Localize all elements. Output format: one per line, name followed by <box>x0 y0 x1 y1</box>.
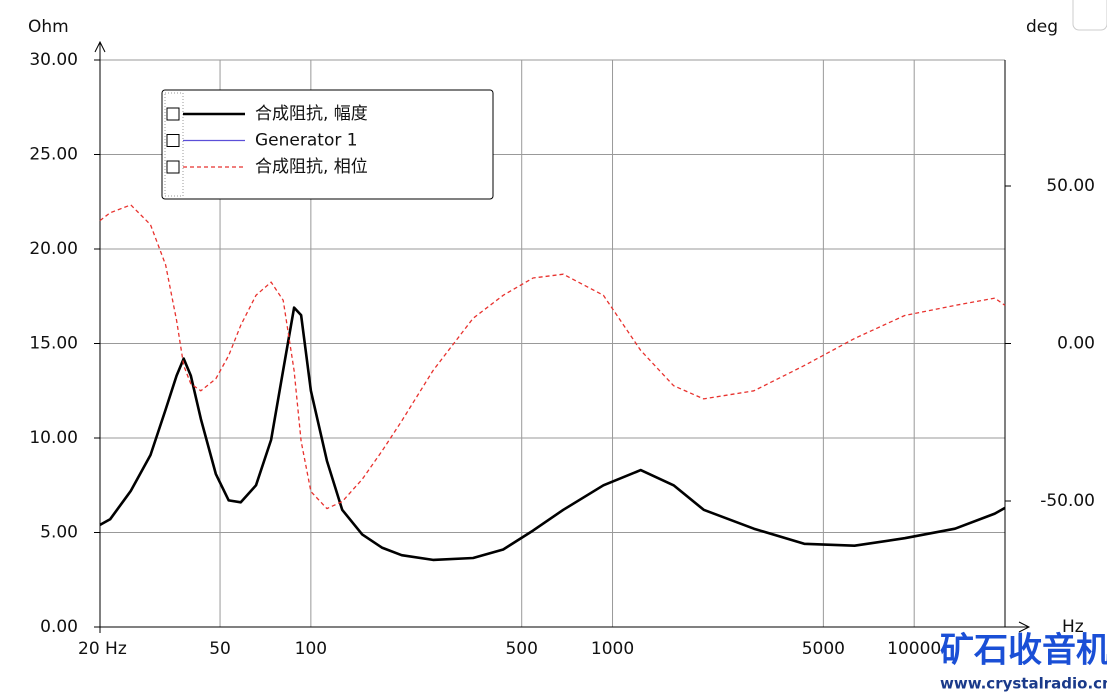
x-tick-label: 5000 <box>802 639 845 659</box>
y2-tick-label: 0.00 <box>1057 334 1095 354</box>
x-tick-label: 20 Hz <box>78 639 127 659</box>
x-tick-label: 100 <box>295 639 327 659</box>
y-tick-label: 5.00 <box>40 523 78 543</box>
y-tick-label: 20.00 <box>29 239 78 259</box>
y-axis <box>94 40 106 633</box>
legend-checkbox <box>166 160 180 174</box>
x-tick-label: 500 <box>505 639 537 659</box>
y-unit: Ohm <box>28 17 69 37</box>
y2-tick-label: -50.00 <box>1040 491 1095 511</box>
y-tick-label: 25.00 <box>29 145 78 165</box>
series-line <box>99 204 1006 510</box>
legend-strip <box>164 92 184 197</box>
watermark-title: 矿石收音机 <box>940 631 1107 671</box>
legend: 合成阻抗, 幅度 Generator 1 合成阻抗, 相位 <box>161 89 494 200</box>
corner-widget <box>1072 0 1107 31</box>
watermark-url: www.crystalradio.cn <box>940 675 1107 693</box>
y2-tick-label: 50.00 <box>1046 176 1095 196</box>
legend-label: 合成阻抗, 幅度 <box>255 104 368 124</box>
legend-label: Generator 1 <box>255 131 358 151</box>
x-tick-label: 10000 <box>887 639 941 659</box>
y-tick-label: 15.00 <box>29 334 78 354</box>
legend-box <box>161 89 494 200</box>
series-line <box>99 306 1006 562</box>
y-tick-label: 0.00 <box>40 617 78 637</box>
x-unit: Hz <box>1062 617 1084 637</box>
x-arrow <box>1018 621 1031 633</box>
legend-label: 合成阻抗, 相位 <box>255 157 368 177</box>
y-tick-label: 10.00 <box>29 428 78 448</box>
x-tick-label: 1000 <box>591 639 634 659</box>
y2-unit: deg <box>1026 17 1058 37</box>
x-tick-label: 50 <box>209 639 231 659</box>
legend-checkbox <box>166 134 180 147</box>
legend-checkbox <box>166 107 180 121</box>
y-tick-label: 30.00 <box>29 50 78 70</box>
